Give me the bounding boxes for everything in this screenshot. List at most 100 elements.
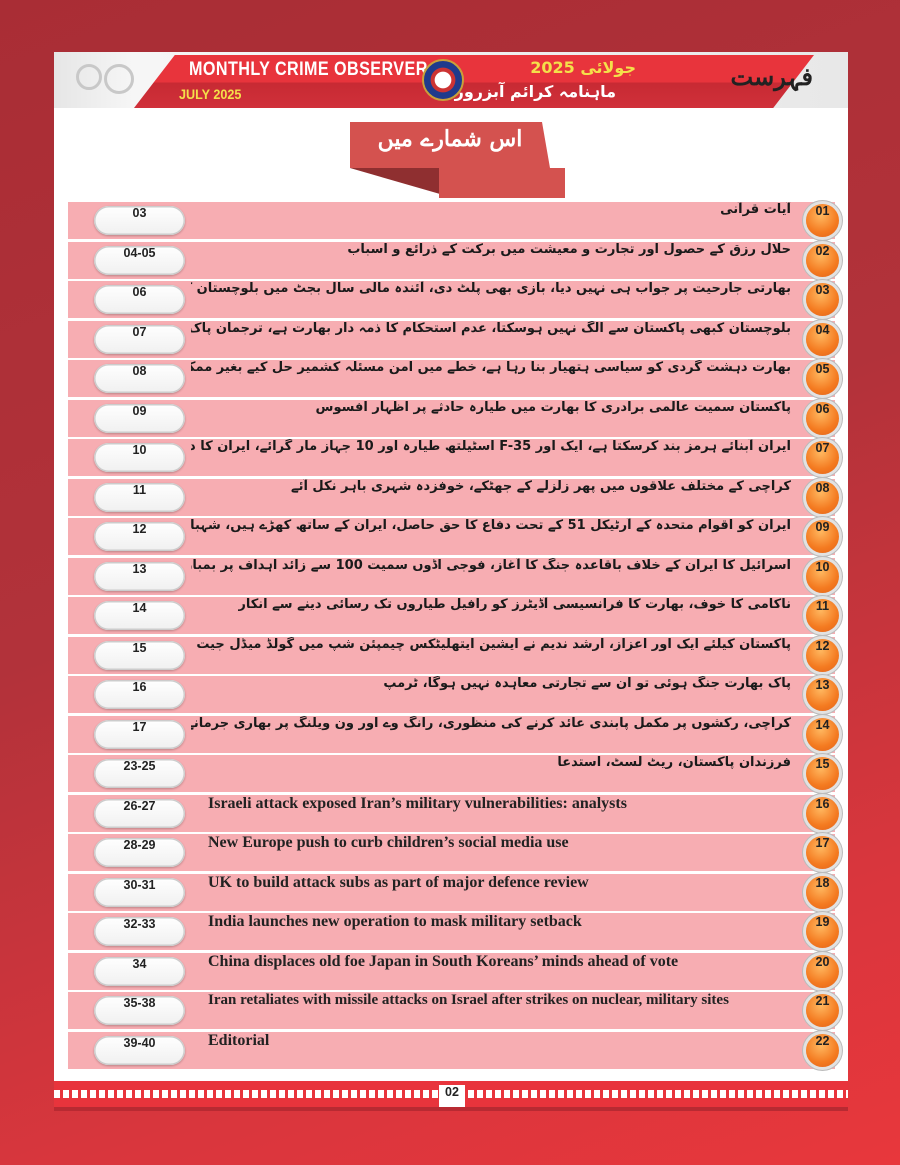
magazine-title-en: MONTHLY CRIME OBSERVER: [189, 59, 428, 80]
list-item[interactable]: 26-27 Israeli attack exposed Iran’s milit…: [68, 794, 839, 832]
magazine-title-ur: ماہنامہ کرائم آبزرور: [454, 82, 616, 101]
magnifier-icon: [104, 64, 134, 94]
item-number-badge: 18: [806, 875, 839, 909]
ribbon-tail: [439, 168, 565, 198]
article-title: کراچی، رکشوں پر مکمل پابندی عائد کرنے کی…: [191, 715, 791, 731]
page-range: 16: [94, 680, 185, 709]
list-item[interactable]: 12 ایران کو اقوام متحدہ کے آرٹیکل 51 کے ت…: [68, 518, 839, 555]
list-item[interactable]: 15 پاکستان کیلئے ایک اور اعزاز، ارشد ندیم…: [68, 636, 839, 674]
page-range: 08: [94, 364, 185, 393]
list-item[interactable]: 39-40 Editorial 22: [68, 1031, 839, 1069]
page-range: 35-38: [94, 996, 185, 1025]
article-title: UK to build attack subs as part of major…: [208, 873, 589, 891]
page-range: 12: [94, 522, 185, 551]
article-title: Editorial: [208, 1031, 270, 1049]
article-title: بلوچستان کبھی پاکستان سے الگ نہیں ہوسکتا…: [191, 320, 791, 336]
item-number-badge: 10: [806, 559, 839, 593]
page-range: 17: [94, 719, 185, 749]
header: MONTHLY CRIME OBSERVER JULY 2025 جولائی …: [54, 52, 848, 108]
article-title: پاکستان کیلئے ایک اور اعزاز، ارشد ندیم ن…: [191, 636, 791, 652]
issue-date-en: JULY 2025: [179, 86, 242, 102]
section-title: فہرست: [730, 62, 813, 91]
article-title: حلال رزق کے حصول اور تجارت و معیشت میں ب…: [347, 241, 791, 257]
header-band: [134, 55, 814, 108]
page-range: 04-05: [94, 245, 185, 275]
issue-date-ur: جولائی 2025: [530, 58, 636, 77]
article-title: Israeli attack exposed Iran’s military v…: [208, 794, 627, 812]
list-item[interactable]: 03 آیات قرآنی 01: [68, 202, 839, 239]
list-item[interactable]: 23-25 فرزندان پاکستان، ریٹ لسٹ، استدعا 15: [68, 755, 839, 792]
list-item[interactable]: 08 بھارت دہشت گردی کو سیاسی ہتھیار بنا رہ…: [68, 360, 839, 397]
list-item[interactable]: 13 اسرائیل کا ایران کے خلاف باقاعدہ جنگ ک…: [68, 557, 839, 595]
item-number-badge: 17: [806, 836, 839, 869]
item-number-badge: 02: [806, 243, 839, 277]
list-item[interactable]: 28-29 New Europe push to curb children’s …: [68, 834, 839, 871]
item-number-badge: 08: [806, 480, 839, 514]
article-title: کراچی کے مختلف علاقوں میں پھر زلزلے کے ج…: [290, 478, 791, 494]
article-title: پاکستان سمیت عالمی برادری کا بھارت میں ط…: [315, 399, 791, 415]
item-number-badge: 13: [806, 678, 839, 711]
page-range: 30-31: [94, 877, 185, 907]
page-range: 32-33: [94, 917, 185, 946]
magazine-page: MONTHLY CRIME OBSERVER JULY 2025 جولائی …: [54, 52, 848, 1082]
page-number: 02: [439, 1085, 465, 1107]
article-title: Iran retaliates with missile attacks on …: [208, 992, 729, 1008]
list-item[interactable]: 09 پاکستان سمیت عالمی برادری کا بھارت میں…: [68, 399, 839, 437]
item-number-badge: 22: [806, 1033, 839, 1067]
page-range: 10: [94, 443, 185, 472]
list-item[interactable]: 17 کراچی، رکشوں پر مکمل پابندی عائد کرنے …: [68, 715, 839, 753]
page-range: 23-25: [94, 759, 185, 788]
list-item[interactable]: 06 بھارتی جارحیت پر جواب ہی نہیں دیا، باز…: [68, 281, 839, 318]
article-title: ایران کو اقوام متحدہ کے آرٹیکل 51 کے تحت…: [191, 518, 791, 533]
item-number-badge: 11: [806, 599, 839, 632]
page-range: 06: [94, 285, 185, 314]
list-item[interactable]: 14 ناکامی کا خوف، بھارت کا فرانسیسی آڈیٹر…: [68, 597, 839, 634]
ribbon-fold: [350, 168, 440, 194]
item-number-badge: 21: [806, 994, 839, 1027]
article-title: بھارتی جارحیت پر جواب ہی نہیں دیا، بازی …: [191, 281, 791, 296]
page-range: 26-27: [94, 798, 185, 828]
page-range: 13: [94, 561, 185, 591]
article-title: New Europe push to curb children’s socia…: [208, 834, 569, 851]
list-item[interactable]: 04-05 حلال رزق کے حصول اور تجارت و معیشت …: [68, 241, 839, 279]
article-title: فرزندان پاکستان، ریٹ لسٹ، استدعا: [557, 755, 791, 770]
item-number-badge: 01: [806, 204, 839, 237]
handcuffs-icon: [76, 64, 102, 90]
logo: [422, 59, 464, 101]
list-item[interactable]: 11 کراچی کے مختلف علاقوں میں پھر زلزلے کے…: [68, 478, 839, 516]
article-title: China displaces old foe Japan in South K…: [208, 952, 679, 970]
list-item[interactable]: 16 پاک بھارت جنگ ہوئی تو ان سے تجارتی معا…: [68, 676, 839, 713]
article-title: India launches new operation to mask mil…: [208, 913, 582, 930]
page-range: 07: [94, 324, 185, 354]
article-title: پاک بھارت جنگ ہوئی تو ان سے تجارتی معاہد…: [383, 676, 791, 691]
article-title: ایران آبنائے ہرمز بند کرسکتا ہے، ایک اور…: [191, 439, 791, 454]
item-number-badge: 14: [806, 717, 839, 751]
list-item[interactable]: 10 ایران آبنائے ہرمز بند کرسکتا ہے، ایک ا…: [68, 439, 839, 476]
banner-text: اس شمارے میں: [377, 126, 523, 152]
page-range: 28-29: [94, 838, 185, 867]
list-item[interactable]: 32-33 India launches new operation to mas…: [68, 913, 839, 950]
article-title: آیات قرآنی: [720, 202, 791, 217]
item-number-badge: 16: [806, 796, 839, 830]
item-number-badge: 05: [806, 362, 839, 395]
page-range: 09: [94, 403, 185, 433]
item-number-badge: 12: [806, 638, 839, 672]
footer: 02: [54, 1081, 848, 1111]
page-range: 39-40: [94, 1035, 185, 1065]
page-range: 14: [94, 601, 185, 630]
list-item[interactable]: 34 China displaces old foe Japan in South…: [68, 952, 839, 990]
page-range: 15: [94, 640, 185, 670]
item-number-badge: 20: [806, 954, 839, 988]
item-number-badge: 03: [806, 283, 839, 316]
article-title: ناکامی کا خوف، بھارت کا فرانسیسی آڈیٹرز …: [238, 597, 791, 612]
list-item[interactable]: 35-38 Iran retaliates with missile attack…: [68, 992, 839, 1029]
ribbon-banner: [350, 122, 550, 168]
item-number-badge: 15: [806, 757, 839, 790]
list-item[interactable]: 07 بلوچستان کبھی پاکستان سے الگ نہیں ہوسک…: [68, 320, 839, 358]
page-range: 34: [94, 956, 185, 986]
list-item[interactable]: 30-31 UK to build attack subs as part of …: [68, 873, 839, 911]
article-title: بھارت دہشت گردی کو سیاسی ہتھیار بنا رہا …: [191, 360, 791, 375]
item-number-badge: 19: [806, 915, 839, 948]
item-number-badge: 04: [806, 322, 839, 356]
page-range: 11: [94, 482, 185, 512]
